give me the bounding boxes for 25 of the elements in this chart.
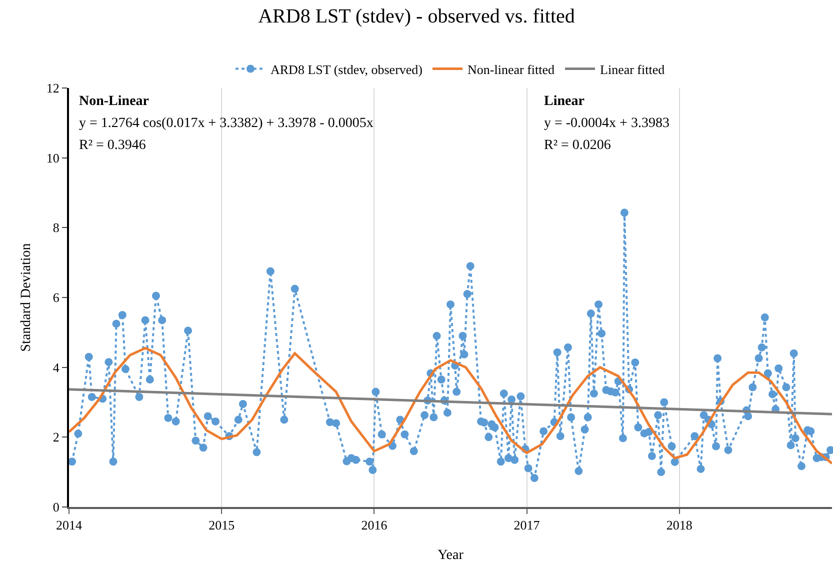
- x-tick-label: 2018: [666, 518, 692, 533]
- x-tick-label: 2017: [514, 518, 540, 533]
- y-tick-label: 12: [46, 80, 60, 96]
- legend-label: ARD8 LST (stdev, observed): [270, 62, 423, 77]
- y-tick-label: 6: [52, 290, 60, 306]
- annotation: Linear: [544, 94, 584, 109]
- annotation: Non-Linear: [79, 94, 149, 109]
- annotation: R² = 0.0206: [544, 138, 611, 153]
- y-tick-label: 0: [52, 500, 60, 515]
- x-tick-label: 2016: [361, 518, 388, 533]
- legend-label: Linear fitted: [600, 62, 666, 77]
- y-tick-label: 8: [52, 220, 60, 236]
- x-tick-label: 2015: [208, 518, 235, 533]
- y-tick-label: 10: [46, 150, 60, 166]
- annotation: y = 1.2764 cos(0.017x + 3.3382) + 3.3978 - 0.0005x: [79, 116, 374, 131]
- y-tick-label: 4: [52, 360, 60, 375]
- annotation: R² = 0.3946: [79, 138, 146, 153]
- y-axis-title: Standard Deviation: [19, 243, 34, 352]
- line-series: [69, 346, 832, 465]
- y-tick-label: 2: [52, 430, 60, 445]
- legend-label: Non-linear fitted: [468, 62, 556, 77]
- x-axis-title: Year: [438, 548, 464, 563]
- chart-title: ARD8 LST (stdev) - observed vs. fitted: [258, 5, 575, 28]
- annotation: y = -0.0004x + 3.3983: [544, 116, 670, 131]
- x-tick-label: 2014: [56, 518, 82, 533]
